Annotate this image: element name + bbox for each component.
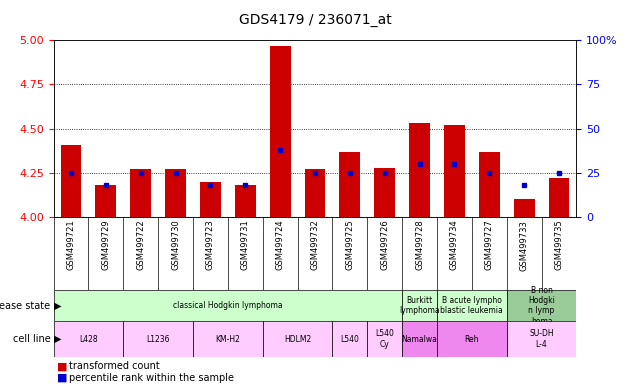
Text: ■: ■ bbox=[57, 373, 67, 383]
Text: B acute lympho
blastic leukemia: B acute lympho blastic leukemia bbox=[440, 296, 503, 315]
Bar bbox=[304, 169, 326, 217]
Bar bbox=[507, 321, 576, 357]
Bar bbox=[402, 290, 437, 321]
Text: L540: L540 bbox=[340, 334, 359, 344]
Text: Burkitt
lymphoma: Burkitt lymphoma bbox=[399, 296, 440, 315]
Text: cell line: cell line bbox=[13, 334, 50, 344]
Bar bbox=[444, 125, 465, 217]
Bar bbox=[479, 152, 500, 217]
Bar bbox=[263, 321, 333, 357]
Text: L1236: L1236 bbox=[146, 334, 170, 344]
Text: GDS4179 / 236071_at: GDS4179 / 236071_at bbox=[239, 13, 391, 27]
Bar bbox=[507, 290, 576, 321]
Bar bbox=[95, 185, 117, 217]
Text: transformed count: transformed count bbox=[69, 361, 160, 371]
Bar bbox=[165, 169, 186, 217]
Text: HDLM2: HDLM2 bbox=[284, 334, 311, 344]
Bar bbox=[200, 182, 221, 217]
Bar bbox=[402, 321, 437, 357]
Bar bbox=[409, 123, 430, 217]
Text: L540
Cy: L540 Cy bbox=[375, 329, 394, 349]
Text: percentile rank within the sample: percentile rank within the sample bbox=[69, 373, 234, 383]
Bar bbox=[367, 321, 402, 357]
Text: disease state: disease state bbox=[0, 301, 50, 311]
Bar bbox=[340, 152, 360, 217]
Bar bbox=[123, 321, 193, 357]
Bar bbox=[333, 321, 367, 357]
Bar bbox=[54, 290, 402, 321]
Text: ▶: ▶ bbox=[54, 334, 62, 344]
Bar bbox=[130, 169, 151, 217]
Text: Reh: Reh bbox=[464, 334, 479, 344]
Bar bbox=[60, 144, 81, 217]
Text: SU-DH
L-4: SU-DH L-4 bbox=[529, 329, 554, 349]
Bar bbox=[549, 178, 570, 217]
Bar bbox=[193, 321, 263, 357]
Text: KM-H2: KM-H2 bbox=[215, 334, 240, 344]
Text: L428: L428 bbox=[79, 334, 98, 344]
Bar bbox=[54, 321, 123, 357]
Text: B non
Hodgki
n lymp
homa: B non Hodgki n lymp homa bbox=[528, 286, 555, 326]
Bar bbox=[437, 290, 507, 321]
Bar bbox=[270, 46, 290, 217]
Text: classical Hodgkin lymphoma: classical Hodgkin lymphoma bbox=[173, 301, 283, 310]
Text: ■: ■ bbox=[57, 361, 67, 371]
Bar bbox=[235, 185, 256, 217]
Bar bbox=[374, 167, 395, 217]
Text: Namalwa: Namalwa bbox=[402, 334, 437, 344]
Bar bbox=[513, 199, 535, 217]
Bar bbox=[437, 321, 507, 357]
Text: ▶: ▶ bbox=[54, 301, 62, 311]
